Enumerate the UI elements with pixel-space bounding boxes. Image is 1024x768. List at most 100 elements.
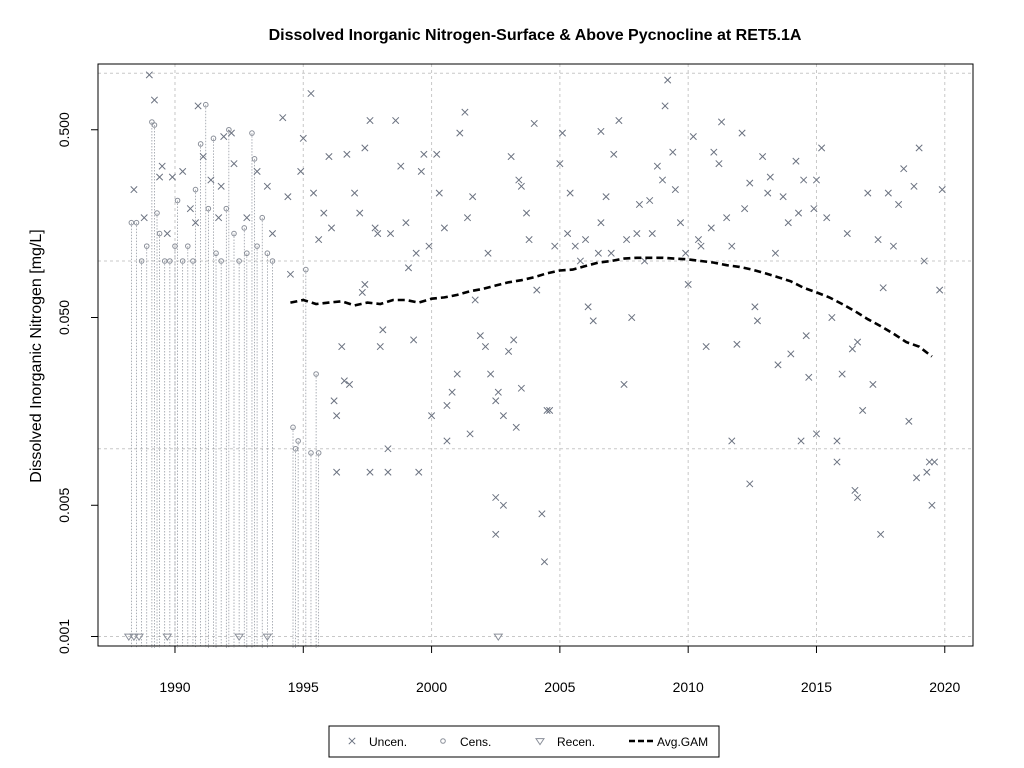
uncensored-point-stroke bbox=[787, 350, 795, 358]
uncensored-point-stroke bbox=[620, 380, 628, 389]
uncensored-point-stroke bbox=[676, 219, 685, 227]
censored-point bbox=[179, 258, 186, 264]
uncensored-point-stroke bbox=[428, 412, 436, 420]
uncensored-point bbox=[682, 249, 690, 257]
uncensored-point bbox=[812, 176, 821, 184]
uncensored-point bbox=[746, 179, 754, 187]
censored-point bbox=[254, 243, 260, 249]
uncensored-point-stroke bbox=[694, 236, 702, 244]
uncensored-point-stroke bbox=[723, 214, 731, 222]
uncensored-point bbox=[253, 167, 261, 175]
uncensored-point-stroke bbox=[253, 167, 261, 175]
uncensored-point-stroke bbox=[540, 558, 549, 566]
uncensored-point bbox=[689, 133, 697, 141]
uncensored-point-stroke bbox=[217, 182, 225, 190]
uncensored-point bbox=[469, 193, 477, 201]
uncensored-point-stroke bbox=[928, 501, 936, 509]
uncensored-point-stroke bbox=[741, 205, 749, 213]
uncensored-point bbox=[874, 236, 882, 244]
uncensored-point bbox=[928, 501, 936, 509]
uncensored-point bbox=[338, 343, 346, 351]
uncensored-point-stroke bbox=[646, 196, 654, 205]
uncensored-point bbox=[664, 76, 672, 84]
uncensored-point-stroke bbox=[384, 468, 392, 476]
uncensored-point-stroke bbox=[556, 160, 564, 168]
uncensored-point-stroke bbox=[525, 236, 533, 244]
uncensored-point bbox=[710, 148, 718, 156]
uncensored-point-stroke bbox=[333, 412, 341, 420]
censored-point bbox=[231, 230, 237, 237]
uncensored-point-stroke bbox=[207, 176, 215, 184]
uncensored-point-stroke bbox=[515, 176, 523, 184]
uncensored-point-stroke bbox=[456, 129, 464, 137]
uncensored-point-stroke bbox=[851, 486, 859, 494]
uncensored-point-stroke bbox=[853, 493, 862, 502]
uncensored-point-stroke bbox=[510, 336, 518, 344]
uncensored-point bbox=[843, 230, 851, 238]
uncensored-point bbox=[556, 160, 564, 168]
uncensored-point bbox=[435, 189, 443, 197]
uncensored-point-stroke bbox=[615, 116, 623, 125]
uncensored-point-stroke bbox=[420, 150, 428, 158]
uncensored-point bbox=[733, 340, 741, 348]
x-tick-label: 1995 bbox=[288, 679, 319, 695]
uncensored-point bbox=[741, 205, 749, 213]
uncensored-point-stroke bbox=[812, 430, 821, 438]
uncensored-point-stroke bbox=[771, 249, 779, 257]
uncensored-point bbox=[697, 242, 705, 250]
uncensored-point bbox=[805, 373, 813, 381]
uncensored-point bbox=[905, 417, 913, 425]
uncensored-point bbox=[746, 480, 754, 488]
uncensored-point bbox=[879, 284, 887, 292]
censored-point bbox=[154, 210, 160, 216]
recensored-point bbox=[123, 633, 134, 641]
uncensored-point-stroke bbox=[564, 230, 572, 238]
uncensored-point bbox=[487, 370, 495, 378]
uncensored-point bbox=[163, 230, 171, 238]
uncensored-point-stroke bbox=[374, 230, 382, 238]
censored-point bbox=[205, 205, 212, 212]
uncensored-point bbox=[848, 345, 856, 353]
uncensored-point bbox=[823, 214, 831, 222]
recensored-point bbox=[162, 633, 173, 641]
uncensored-point bbox=[851, 486, 859, 494]
uncensored-point bbox=[766, 173, 774, 181]
uncensored-point bbox=[900, 165, 908, 173]
uncensored-point bbox=[723, 214, 731, 222]
x-tick-label: 2015 bbox=[801, 679, 832, 695]
uncensored-point bbox=[558, 129, 566, 137]
uncensored-point-stroke bbox=[810, 205, 818, 213]
censored-point bbox=[172, 243, 178, 249]
x-tick-label: 2020 bbox=[929, 679, 960, 695]
uncensored-point-stroke bbox=[268, 230, 277, 238]
uncensored-point bbox=[938, 186, 946, 194]
censored-point bbox=[290, 424, 296, 431]
uncensored-point-stroke bbox=[648, 230, 656, 238]
uncensored-point bbox=[738, 129, 746, 137]
uncensored-point bbox=[330, 397, 338, 405]
uncensored-point-stroke bbox=[443, 437, 451, 445]
uncensored-point bbox=[199, 152, 207, 161]
uncensored-point bbox=[635, 200, 643, 209]
censored-point bbox=[128, 219, 135, 226]
uncensored-point bbox=[320, 209, 328, 217]
x-tick-label: 2010 bbox=[673, 679, 704, 695]
uncensored-point bbox=[540, 558, 549, 566]
uncensored-point bbox=[895, 200, 903, 209]
uncensored-point bbox=[669, 148, 677, 156]
uncensored-point-stroke bbox=[481, 343, 490, 351]
uncensored-point bbox=[410, 336, 418, 344]
censored-point bbox=[151, 122, 158, 128]
uncensored-point-stroke bbox=[130, 186, 138, 194]
uncensored-point bbox=[348, 737, 356, 745]
uncensored-point-stroke bbox=[309, 189, 318, 197]
uncensored-point-stroke bbox=[710, 148, 718, 156]
uncensored-point bbox=[812, 430, 821, 438]
uncensored-point-stroke bbox=[358, 288, 366, 296]
uncensored-point-stroke bbox=[753, 317, 762, 325]
uncensored-point bbox=[505, 347, 513, 355]
censored-point bbox=[269, 258, 276, 264]
recensored-point bbox=[134, 633, 144, 641]
y-tick-label: 0.005 bbox=[56, 488, 72, 523]
